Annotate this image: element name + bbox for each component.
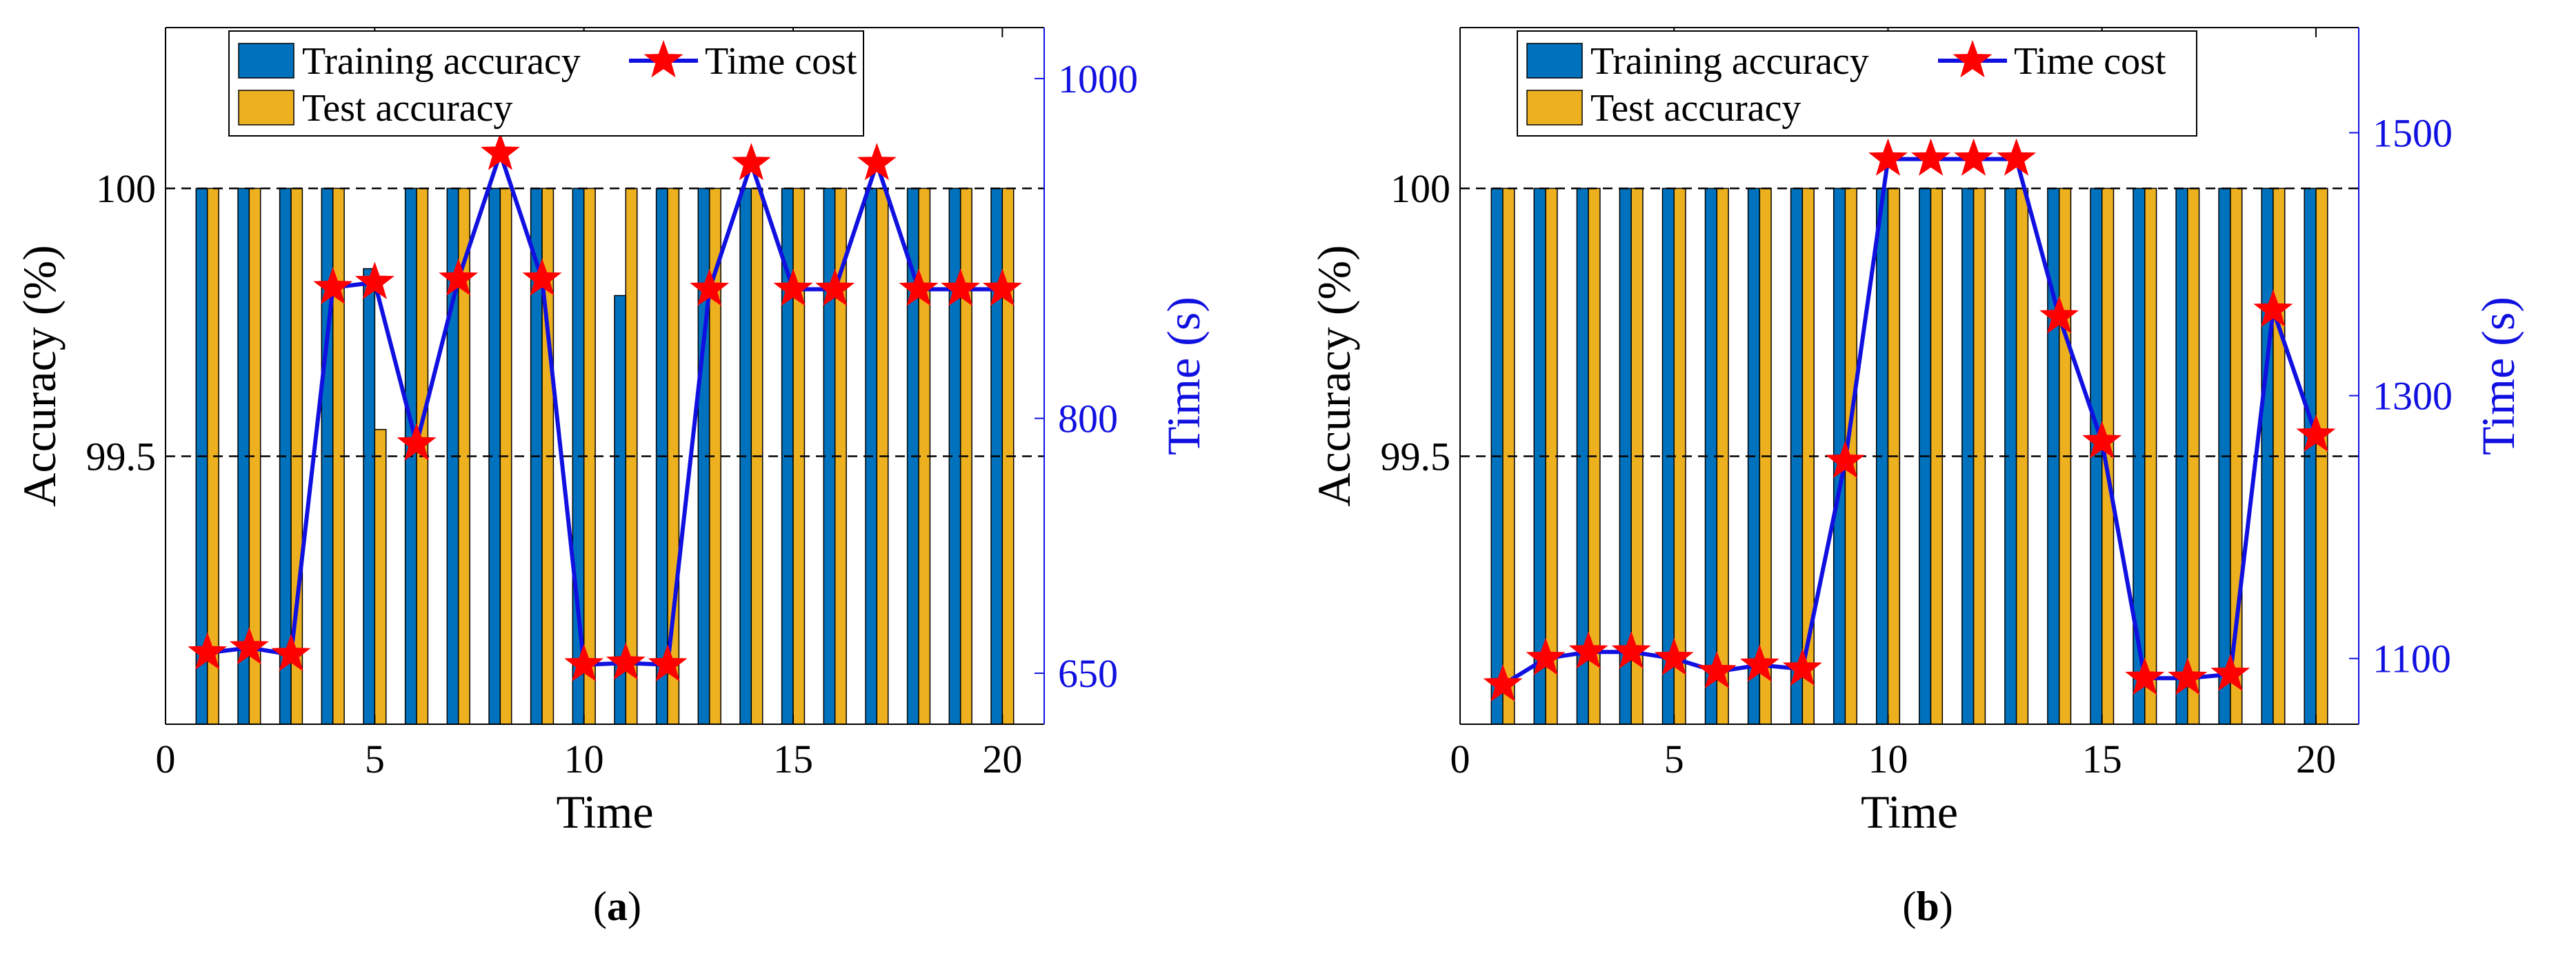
chart-b-y-right-axis-label: Time (s) bbox=[2472, 297, 2524, 455]
chart-a-time-point bbox=[773, 268, 813, 306]
caption-b: (b) bbox=[1902, 884, 1953, 929]
chart-a-test-bar bbox=[374, 428, 387, 725]
chart-a-time-point bbox=[606, 642, 646, 680]
chart-b-time-point bbox=[2253, 289, 2293, 328]
chart-a-time-point bbox=[899, 268, 939, 306]
chart-a-y-right-axis-label: Time (s) bbox=[1157, 297, 1210, 455]
chart-a-x-axis-label: Time bbox=[556, 786, 653, 838]
chart-b-time-point bbox=[1568, 631, 1608, 669]
chart-b-time-point bbox=[1910, 138, 1951, 176]
chart-a-time-point bbox=[439, 258, 479, 296]
chart-a-time-point bbox=[397, 423, 437, 461]
caption-a-letter: a bbox=[607, 884, 628, 929]
chart-b-time-point bbox=[1954, 138, 1994, 176]
chart-b-x-tick-label: 0 bbox=[1450, 737, 1470, 781]
chart-a-time-point bbox=[815, 268, 855, 306]
chart-b-legend-training-swatch bbox=[1526, 43, 1583, 79]
chart-b-time-point bbox=[1868, 138, 1908, 176]
chart-b-y-left-axis-label: Accuracy (%) bbox=[1308, 245, 1360, 506]
chart-b-x-tick-label: 15 bbox=[2082, 737, 2122, 781]
chart-a-x-tick-label: 20 bbox=[982, 737, 1022, 781]
chart-a-legend-box bbox=[228, 30, 864, 137]
chart-a: 0 5 10 15 20 99.5 100 650 800 1000 Time Accuracy (%… bbox=[13, 27, 1210, 838]
chart-b: 0 5 10 15 20 99.5 100 1100 1300 1500 Time Accuracy … bbox=[1308, 27, 2524, 838]
chart-a-plot-area bbox=[166, 28, 1044, 724]
chart-a-x-tick-label: 0 bbox=[156, 737, 176, 781]
chart-b-time-point bbox=[1611, 631, 1651, 669]
chart-a-y-left-tick-label: 100 bbox=[96, 166, 156, 211]
chart-a-time-point bbox=[857, 143, 897, 181]
chart-a-time-point bbox=[229, 627, 269, 665]
caption-a: (a) bbox=[593, 884, 641, 929]
chart-a-y-left-tick-label: 99.5 bbox=[86, 435, 157, 479]
chart-a-time-point bbox=[313, 266, 353, 305]
chart-a-y-right-tick-label: 650 bbox=[1058, 651, 1118, 696]
chart-b-x-tick-label: 10 bbox=[1868, 737, 1908, 781]
chart-a-legend-training-swatch bbox=[238, 43, 294, 79]
chart-a-legend-time-label: Time cost bbox=[705, 40, 857, 83]
chart-a-x-tick-label: 10 bbox=[564, 737, 604, 781]
chart-b-legend-time-label: Time cost bbox=[2014, 40, 2166, 83]
chart-a-time-point bbox=[522, 258, 562, 296]
chart-b-legend-box bbox=[1517, 30, 2197, 137]
chart-a-time-point bbox=[690, 268, 730, 306]
chart-b-time-point bbox=[1654, 637, 1694, 676]
chart-a-legend-time-star bbox=[643, 40, 683, 78]
chart-b-time-point bbox=[2210, 653, 2250, 691]
chart-b-time-point bbox=[1782, 648, 1822, 686]
chart-b-y-right-tick-label: 1500 bbox=[2373, 110, 2453, 155]
chart-a-time-point bbox=[188, 632, 228, 670]
chart-b-legend-test-label: Test accuracy bbox=[1590, 87, 1801, 130]
chart-b-time-point bbox=[1526, 637, 1566, 676]
chart-b-y-left-tick-label: 99.5 bbox=[1381, 435, 1451, 479]
chart-b-time-point bbox=[2168, 657, 2208, 695]
chart-b-time-point bbox=[1825, 440, 1865, 479]
chart-a-x-tick-label: 5 bbox=[365, 737, 385, 781]
chart-b-y-left-tick-label: 100 bbox=[1390, 166, 1450, 211]
chart-b-x-tick-label: 5 bbox=[1664, 737, 1684, 781]
chart-a-time-point bbox=[355, 261, 395, 299]
chart-b-time-point bbox=[2039, 296, 2079, 334]
chart-b-y-right-tick-label: 1100 bbox=[2373, 637, 2451, 681]
chart-a-training-bar bbox=[363, 268, 376, 725]
chart-b-plot-area bbox=[1460, 28, 2359, 724]
chart-a-time-point bbox=[648, 644, 688, 681]
chart-a-time-point bbox=[271, 634, 311, 672]
chart-b-legend-test-swatch bbox=[1526, 90, 1583, 126]
chart-b-time-point bbox=[1997, 138, 2037, 176]
chart-b-time-point bbox=[1739, 644, 1779, 682]
chart-b-time-point bbox=[2125, 657, 2165, 695]
chart-b-x-axis-label: Time bbox=[1861, 786, 1958, 838]
chart-a-time-point bbox=[480, 132, 520, 170]
chart-b-legend-time-star bbox=[1953, 40, 1993, 78]
chart-a-legend-test-label: Test accuracy bbox=[302, 87, 512, 130]
chart-b-time-point bbox=[1697, 650, 1737, 689]
chart-b-time-point bbox=[2296, 414, 2336, 452]
chart-b-x-tick-label: 20 bbox=[2296, 737, 2336, 781]
chart-b-legend-training-label: Training accuracy bbox=[1590, 40, 1869, 83]
chart-a-time-point bbox=[731, 143, 771, 181]
chart-a-x-tick-label: 15 bbox=[773, 737, 813, 781]
chart-a-time-point bbox=[564, 644, 604, 682]
chart-a-time-point bbox=[982, 268, 1022, 306]
chart-a-time-point bbox=[941, 268, 981, 306]
caption-b-letter: b bbox=[1916, 884, 1939, 929]
chart-a-legend-training-label: Training accuracy bbox=[302, 40, 581, 83]
chart-b-time-point bbox=[2082, 421, 2122, 459]
chart-b-time-point bbox=[1483, 664, 1523, 702]
chart-a-legend-test-swatch bbox=[238, 90, 294, 126]
chart-a-y-right-tick-label: 1000 bbox=[1058, 57, 1138, 101]
chart-b-y-right-tick-label: 1300 bbox=[2373, 374, 2453, 419]
chart-a-y-left-axis-label: Accuracy (%) bbox=[13, 245, 66, 506]
chart-a-y-right-tick-label: 800 bbox=[1058, 397, 1118, 441]
